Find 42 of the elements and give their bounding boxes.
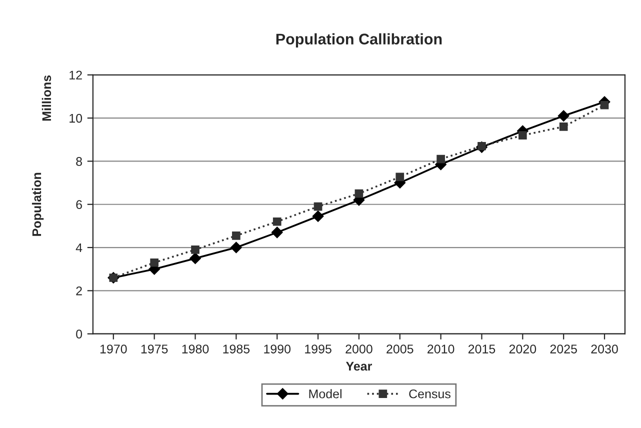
y-tick-label: 2 xyxy=(76,286,82,296)
point xyxy=(558,110,570,122)
chart-title: Population Callibration xyxy=(276,33,442,48)
x-tick-label: 1985 xyxy=(223,344,250,354)
y-tick-label: 10 xyxy=(70,114,82,123)
point xyxy=(150,258,158,267)
y-tick-label: 0 xyxy=(76,330,82,338)
x-tick-label: 1990 xyxy=(264,344,291,354)
x-tick-label: 2000 xyxy=(346,344,372,354)
x-tick-label: 1980 xyxy=(182,344,209,354)
point xyxy=(272,226,283,238)
x-tick-label: 2030 xyxy=(591,344,618,354)
point xyxy=(354,189,364,198)
y-tick-label: 4 xyxy=(76,243,82,252)
point xyxy=(600,100,609,110)
point xyxy=(436,154,445,164)
x-tick-label: 2020 xyxy=(509,344,536,354)
point xyxy=(312,210,324,222)
y-axis-title: Population xyxy=(32,172,44,236)
y-tick-label: 6 xyxy=(76,200,82,210)
x-tick-label: 2005 xyxy=(386,344,414,354)
x-tick-label: 1970 xyxy=(100,344,127,354)
point xyxy=(559,122,568,131)
point xyxy=(232,231,240,240)
x-tick-label: 2025 xyxy=(550,344,577,354)
x-axis-title: Year xyxy=(346,362,372,371)
point xyxy=(190,252,201,264)
x-tick-label: 2015 xyxy=(468,344,496,354)
legend-label: Model xyxy=(309,389,342,398)
x-tick-label: 1995 xyxy=(305,344,332,354)
point xyxy=(230,242,242,254)
point xyxy=(518,131,527,140)
point xyxy=(272,217,282,226)
point xyxy=(191,246,200,254)
x-tick-label: 2010 xyxy=(428,344,454,354)
legend-label: Census xyxy=(409,389,450,398)
y-tick-label: 12 xyxy=(70,70,82,80)
y-tick-label: 8 xyxy=(76,157,82,166)
text: Millions xyxy=(42,75,52,121)
point xyxy=(396,172,404,182)
x-tick-label: 1975 xyxy=(141,344,168,354)
point xyxy=(314,202,322,211)
